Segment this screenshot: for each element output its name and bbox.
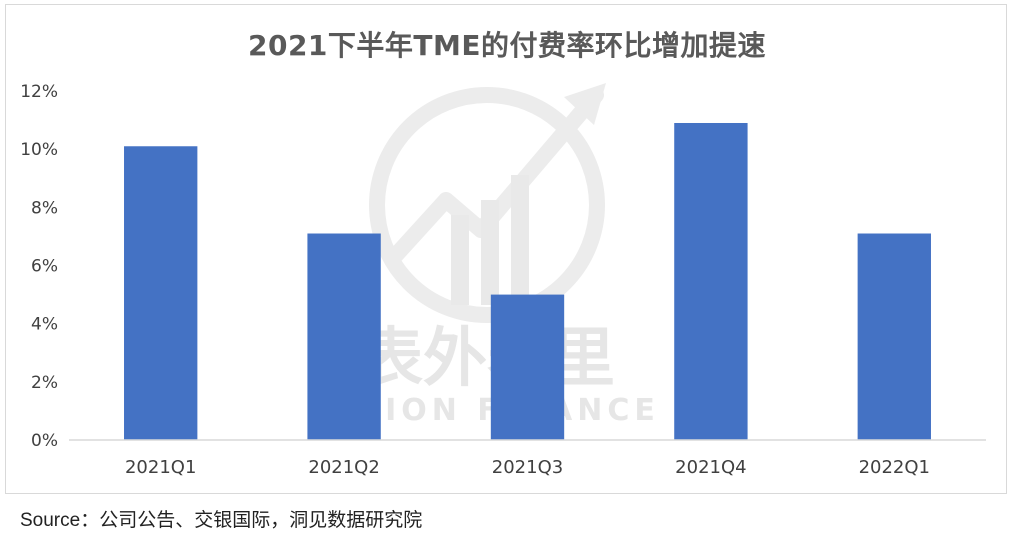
y-tick-label: 4% [31,315,58,335]
x-tick-label: 2021Q4 [675,457,746,478]
watermark-arrowhead [564,83,606,125]
y-tick-label: 10% [20,140,58,160]
x-tick-label: 2021Q3 [492,457,563,478]
watermark-bar [511,175,529,305]
x-tick-label: 2022Q1 [859,457,930,478]
bar-2021Q4 [674,122,748,440]
y-tick-label: 6% [31,257,58,277]
y-tick-label: 2% [31,373,58,393]
bar-series [124,122,931,440]
x-axis: 2021Q1 2021Q2 2021Q3 2021Q4 2022Q1 [125,457,930,478]
y-tick-label: 0% [31,431,58,451]
bar-2021Q1 [124,146,198,440]
watermark-ring [369,87,605,323]
watermark-cn: 表外表里 [359,322,615,396]
bar-2022Q1 [857,233,931,440]
y-axis: 0% 2% 4% 6% 8% 10% 12% [20,82,58,451]
x-tick-label: 2021Q1 [125,457,196,478]
y-tick-label: 12% [20,82,58,102]
watermark: 表外表里 VISION FINANCE [314,83,655,428]
x-tick-label: 2021Q2 [308,457,379,478]
source-note: Source：公司公告、交银国际，洞见数据研究院 [20,510,423,531]
bar-2021Q2 [307,233,381,440]
bar-2021Q3 [490,294,565,440]
y-tick-label: 8% [31,198,58,218]
watermark-bar [481,200,499,305]
chart-frame: 2021下半年TME的付费率环比增加提速 表外表里 VISION FINANCE… [5,4,1007,494]
watermark-bar [451,215,469,305]
chart-title: 2021下半年TME的付费率环比增加提速 [247,29,767,62]
bar-chart: 表外表里 VISION FINANCE 0% 2% 4% 6% 8% 10% 12% 202… [20,82,986,478]
